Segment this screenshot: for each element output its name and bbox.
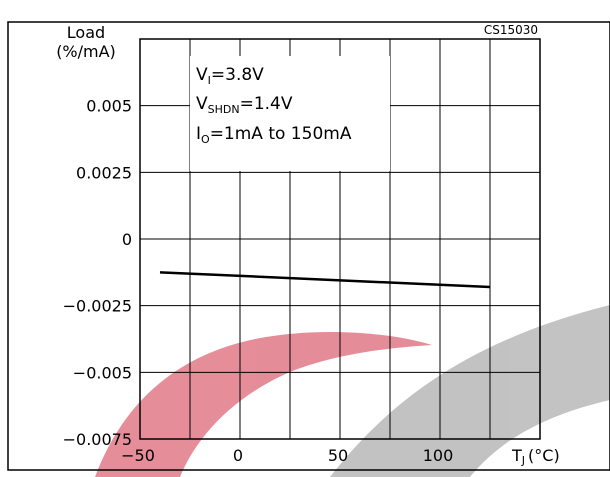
annotation-box: VI=3.8V VSHDN=1.4V IO=1mA to 150mA <box>190 56 390 171</box>
series-lines <box>159 271 491 289</box>
series-line <box>159 271 491 289</box>
y-axis-title-line-2: (%/mA) <box>56 42 116 61</box>
y-tick-label: −0.0025 <box>63 297 132 316</box>
annotation-background <box>190 56 390 171</box>
chart-code: CS15030 <box>484 23 538 37</box>
outer-frame <box>7 21 610 471</box>
y-tick-label: 0 <box>122 230 132 249</box>
y-tick-label: −0.005 <box>73 363 132 382</box>
y-tick-labels: 0.005 0.0025 0 −0.0025 −0.005 −0.0075 <box>63 97 132 449</box>
watermark-red-arc <box>95 331 432 477</box>
x-tick-label: −50 <box>121 446 155 465</box>
y-tick-label: 0.005 <box>86 97 132 116</box>
y-tick-label: −0.0075 <box>63 430 132 449</box>
annotation-line-2: VSHDN=1.4V <box>196 94 293 116</box>
annotation-line-1: VI=3.8V <box>196 65 264 87</box>
x-tick-label: 50 <box>328 446 348 465</box>
x-tick-labels: −50 0 50 100 <box>121 446 453 465</box>
x-tick-label: 100 <box>423 446 454 465</box>
x-axis-title: TJ (°C) <box>511 446 560 467</box>
y-tick-label: 0.0025 <box>76 163 132 182</box>
annotation-line-3: IO=1mA to 150mA <box>196 124 352 146</box>
x-tick-label: 0 <box>233 446 243 465</box>
watermark-gray-arc <box>330 305 610 477</box>
y-axis-title-line-1: Load <box>67 23 105 42</box>
